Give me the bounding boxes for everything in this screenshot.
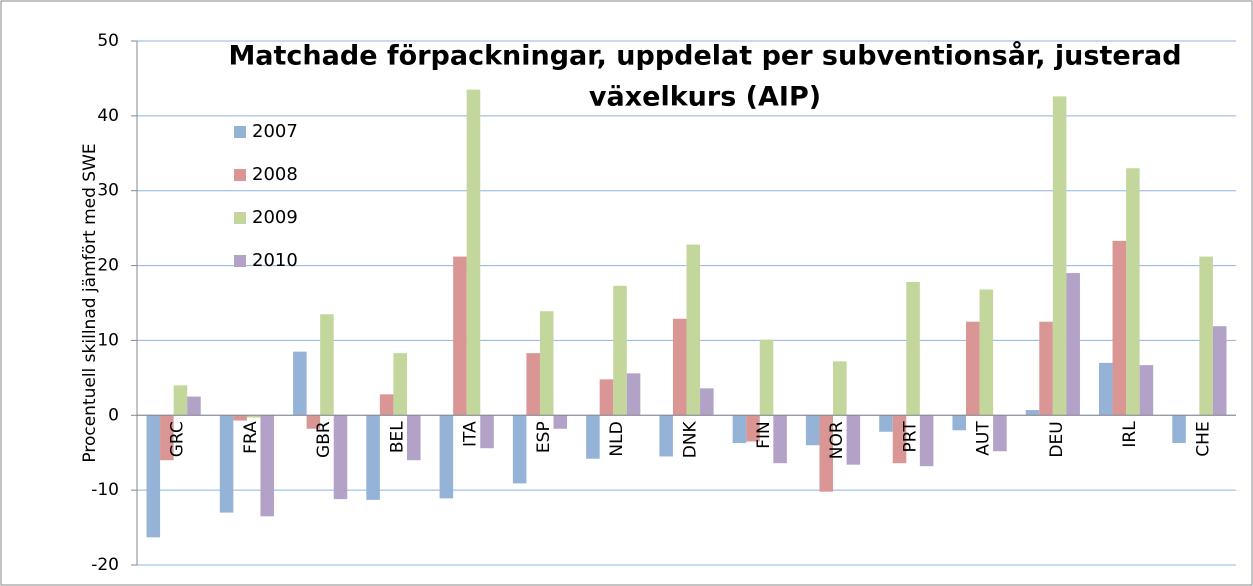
bar <box>599 379 614 416</box>
bar <box>260 415 275 517</box>
x-tick-label: NOR <box>827 421 847 459</box>
bar <box>1112 240 1127 416</box>
bar <box>952 415 967 431</box>
bar <box>833 361 847 416</box>
x-tick-label: NLD <box>607 421 627 456</box>
bar <box>406 415 421 461</box>
bar <box>306 415 321 429</box>
bar <box>686 244 701 416</box>
bar <box>1025 410 1040 416</box>
bar <box>993 415 1007 452</box>
legend-swatch <box>234 212 246 224</box>
bar <box>1098 362 1113 416</box>
bar <box>659 415 673 457</box>
bar <box>919 415 934 467</box>
bar <box>1126 168 1140 416</box>
legend-label: 2008 <box>252 164 298 185</box>
x-tick-label: GBR <box>314 421 334 458</box>
y-tick-label: 30 <box>97 181 119 201</box>
x-tick-label: AUT <box>974 421 994 456</box>
bar <box>453 256 467 416</box>
bar <box>1172 415 1186 443</box>
legend-swatch <box>234 169 246 181</box>
bar <box>892 415 907 464</box>
y-tick-label: 40 <box>97 106 119 126</box>
chart-title: Matchade förpackningar, uppdelat per sub… <box>228 40 1181 72</box>
x-tick-label: ITA <box>461 421 481 447</box>
bar <box>320 314 334 416</box>
bar <box>1052 96 1067 416</box>
y-tick-label: 20 <box>97 256 119 276</box>
x-tick-label: PRT <box>900 421 920 453</box>
bar <box>1066 273 1080 416</box>
legend-label: 2010 <box>252 250 298 271</box>
x-tick-label: DEU <box>1047 421 1067 457</box>
bar <box>879 415 893 432</box>
bar <box>233 415 247 421</box>
x-tick-label: DNK <box>681 420 701 458</box>
bar <box>187 396 201 416</box>
y-axis-label: Procentuell skillnad jämfört med SWE <box>80 143 100 462</box>
bar <box>246 415 261 418</box>
bar <box>293 351 307 416</box>
bar <box>439 415 454 499</box>
bar <box>846 415 861 465</box>
y-tick-label: -10 <box>91 480 119 500</box>
bar <box>366 415 380 500</box>
bar <box>672 318 687 416</box>
bar <box>1212 326 1227 416</box>
x-tick-label: FIN <box>754 421 774 449</box>
chart-title: växelkurs (AIP) <box>589 82 821 113</box>
x-tick-label: FRA <box>241 421 261 454</box>
legend-label: 2009 <box>252 207 298 228</box>
bar <box>393 353 407 416</box>
legend-label: 2007 <box>252 121 298 142</box>
y-tick-label: 0 <box>108 405 119 425</box>
bar <box>906 282 920 416</box>
bar <box>512 415 527 484</box>
bar <box>759 339 774 416</box>
y-tick-label: 50 <box>97 31 119 51</box>
bar <box>526 353 540 416</box>
x-tick-label: GRC <box>168 421 188 457</box>
bar <box>1039 321 1053 416</box>
x-tick-label: BEL <box>387 421 407 453</box>
bar <box>746 415 760 442</box>
bar <box>819 415 834 492</box>
x-tick-label: CHE <box>1193 421 1213 456</box>
bar <box>379 394 394 416</box>
bar <box>219 415 234 513</box>
y-tick-label: 10 <box>97 330 119 350</box>
bar <box>700 388 714 416</box>
x-tick-label: ESP <box>534 421 554 453</box>
bar <box>966 321 980 416</box>
bar <box>480 415 494 449</box>
bar <box>613 285 627 416</box>
bar <box>1199 256 1213 416</box>
bar <box>1139 365 1154 416</box>
bar <box>333 415 348 500</box>
bar <box>979 289 994 416</box>
y-tick-label: -20 <box>91 555 119 575</box>
bar <box>539 311 554 416</box>
bar <box>805 415 820 446</box>
bar <box>466 89 481 416</box>
bar <box>146 415 161 538</box>
bar <box>553 415 568 429</box>
bar <box>586 415 600 459</box>
legend-swatch <box>234 255 246 267</box>
bar <box>773 415 787 464</box>
bar <box>160 415 174 461</box>
bar <box>173 385 188 416</box>
x-tick-label: IRL <box>1120 421 1140 448</box>
bar <box>626 373 641 416</box>
bar <box>732 415 747 443</box>
legend-swatch <box>234 126 246 138</box>
